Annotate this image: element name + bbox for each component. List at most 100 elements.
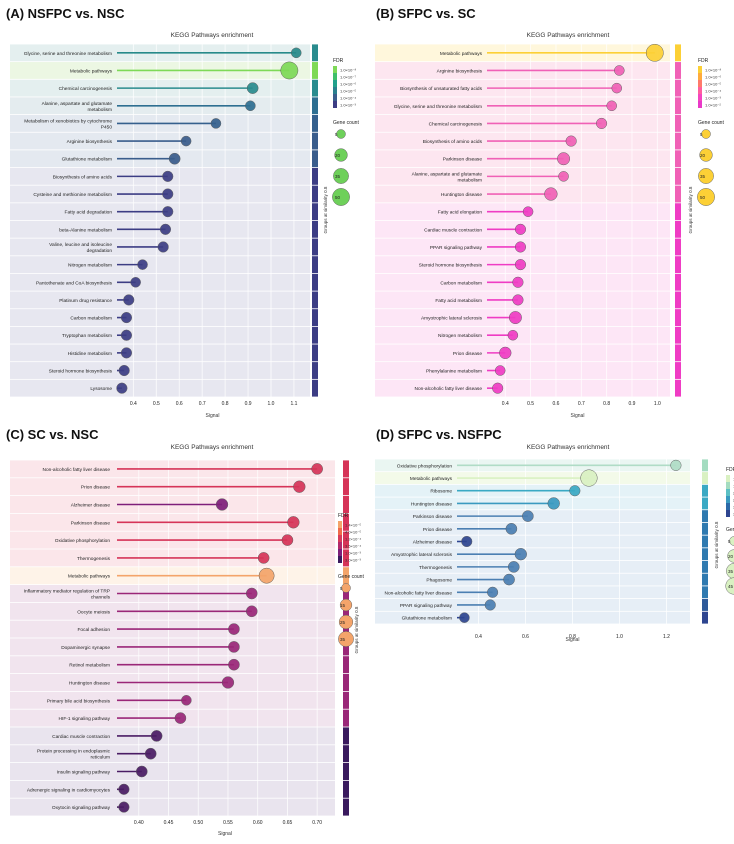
panel-b-category-label: Nitrogen metabolism — [438, 333, 482, 339]
panel-c-group-stripe — [343, 460, 349, 478]
panel-d-fdr-title: FDR — [726, 467, 734, 473]
panel-c-size-label: 25 — [340, 620, 346, 625]
panel-d-size-circle — [726, 563, 734, 579]
panel-b-group-stripe — [675, 379, 681, 397]
panel-d-group-stripe — [702, 497, 708, 510]
panel-b-group-stripe — [675, 97, 681, 115]
panel-b-point — [514, 241, 527, 253]
panel-b-category-label: Parkinson disease — [443, 157, 483, 163]
panel-d-point — [507, 561, 520, 573]
panel-d-group-stripe — [702, 522, 708, 535]
panel-d-point — [487, 586, 499, 598]
panel-d-size-label: 45 — [728, 584, 734, 589]
panel-b-category-label: Cardiac muscle contraction — [424, 227, 482, 233]
panel-c-group-stripe — [343, 674, 349, 691]
panel-c-point — [281, 534, 294, 546]
panel-a-group-stripe — [312, 132, 318, 150]
panel-d-size-label: 35 — [728, 569, 734, 574]
panel-b-row-band — [375, 344, 670, 362]
panel-a-tick-label: 0.4 — [130, 401, 137, 407]
panel-b-fdr-swatch — [698, 94, 702, 101]
panel-d-point — [514, 548, 527, 561]
panel-b-category-label: Alanine, aspartate and glutamate — [412, 171, 483, 177]
panel-b-group-stripe — [675, 326, 681, 344]
panel-d-point — [459, 612, 470, 623]
panel-c-category-label: reticulum — [91, 755, 110, 761]
panel-b-point — [611, 82, 623, 94]
panel-d-category-label: Phagosome — [426, 578, 452, 584]
panel-c-fdr-label: 4.0×10⁻⁵ — [345, 530, 361, 535]
panel-c-fdr-swatch — [338, 556, 342, 563]
panel-b-fdr-swatch — [698, 80, 702, 87]
panel-a-point — [162, 170, 174, 182]
panel-a-category-label: Valine, leucine and isoleucine — [49, 242, 112, 248]
panel-c-group-stripe — [343, 745, 349, 763]
panel-c-size-circle — [338, 614, 354, 630]
panel-c-category-label: Focal adhesion — [77, 627, 110, 633]
panel-d-category-label: Alzheimer disease — [413, 540, 453, 546]
panel-b-tick-label: 1.0 — [654, 401, 661, 407]
panel-b-point — [606, 100, 617, 112]
panel-a-x-label: Signal — [206, 413, 220, 419]
panel-b-group-stripe — [675, 115, 681, 132]
panel-a-category-label: Glutathione metabolism — [62, 157, 112, 163]
panel-d-point — [484, 599, 496, 611]
panel-a-row-band — [10, 362, 310, 379]
panel-d-category-label: Non-alcoholic fatty liver disease — [385, 590, 453, 596]
panel-c-category-label: Alzheimer disease — [71, 503, 111, 509]
panel-b-tick-label: 0.7 — [578, 401, 585, 407]
panel-a-tick-label: 1.0 — [268, 401, 275, 407]
panel-d-fdr-swatch — [726, 475, 730, 482]
panel-a-category-label: Tryptophan metabolism — [62, 333, 112, 339]
panel-b-point — [614, 65, 625, 76]
panel-c-category-label: Oxytocin signaling pathway — [52, 805, 111, 811]
panel-d-category-label: Prion disease — [423, 527, 452, 533]
panel-a-group-stripe — [312, 97, 318, 115]
panel-c-group-stripe — [343, 780, 349, 798]
panel-a-point — [162, 206, 174, 218]
panel-b-category-label: Huntington disease — [441, 192, 482, 198]
panel-b-group-stripe — [675, 62, 681, 79]
panel-c-point — [311, 463, 323, 475]
panel-a-category-label: metabolism — [87, 107, 112, 113]
panel-a-category-label: Carbon metabolism — [70, 316, 112, 322]
panel-c-tick-label: 0.45 — [164, 820, 174, 826]
panel-b-group-stripe — [675, 309, 681, 326]
panel-a-size-circle — [332, 188, 350, 206]
panel-c-group-stripe — [343, 496, 349, 513]
panel-a-point — [116, 382, 128, 394]
panel-c-fdr-label: 1.4×10⁻⁵ — [345, 523, 361, 528]
panel-b-fdr-label: 1.0×10⁻⁶ — [705, 75, 721, 80]
panel-c-category-label: channels — [91, 595, 111, 601]
panel-a-tick-label: 0.6 — [176, 401, 183, 407]
panel-c-category-label: Oocyte meiosis — [77, 609, 110, 615]
panel-c-size-circle — [341, 583, 351, 593]
panel-b-group-stripe — [675, 203, 681, 221]
panel-d-group-stripe — [702, 535, 708, 548]
panel-c-row-band — [10, 798, 335, 816]
panel-c-tick-label: 0.65 — [283, 820, 293, 826]
panel-c-fdr-label: 3.5×10⁻⁴ — [345, 544, 361, 549]
panel-a-side-label: Groups at similarity 0.8 — [323, 186, 328, 233]
panel-a-group-stripe — [312, 326, 318, 344]
panel-d-point — [503, 573, 515, 586]
panel-a-group-stripe — [312, 344, 318, 362]
panel-d-fdr-swatch — [726, 503, 730, 510]
panel-a-size-circle — [334, 148, 348, 162]
panel-c-fdr-swatch — [338, 535, 342, 542]
panel-a-point — [280, 61, 299, 80]
panel-a-group-stripe — [312, 273, 318, 291]
panel-a-category-label: beta-Alanine metabolism — [59, 227, 112, 233]
panel-d-row-band — [375, 535, 690, 548]
panel-b-category-label: Phenylalanine metabolism — [426, 369, 482, 375]
panel-d-tick-label: 0.6 — [522, 634, 529, 640]
panel-c-group-stripe — [343, 638, 349, 656]
panel-a-tick-label: 0.9 — [245, 401, 252, 407]
panel-b-point — [514, 223, 527, 235]
panel-a-group-stripe — [312, 185, 318, 203]
panel-d-group-stripe — [702, 548, 708, 561]
panel-a-row-band — [10, 309, 310, 326]
panel-d-group-stripe — [702, 459, 708, 472]
panel-d-group-stripe — [702, 611, 708, 624]
